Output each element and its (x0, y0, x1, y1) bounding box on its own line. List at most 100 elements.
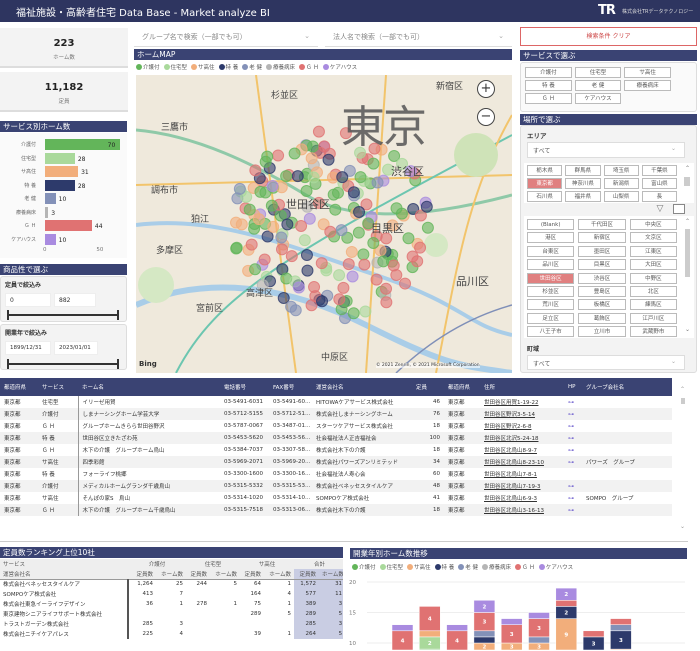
prefecture-button[interactable]: 長 (641, 191, 677, 202)
home-marker[interactable] (346, 270, 359, 283)
ward-button[interactable]: 杉並区 (527, 285, 575, 297)
ward-button[interactable]: 新宿区 (578, 232, 626, 244)
home-marker[interactable] (307, 171, 320, 184)
home-marker[interactable] (300, 249, 313, 262)
home-marker[interactable] (399, 277, 412, 290)
sub-header[interactable]: ホーム数 (161, 571, 184, 578)
legend-item[interactable]: サ高住 (191, 63, 215, 71)
table-row[interactable]: 東京都 介護付 メディカルホームグランダ千歳烏山 03-5315-5332 03-531… (0, 480, 672, 492)
legend-item[interactable]: 特 養 (218, 63, 238, 71)
ward-button[interactable]: 江戸川区 (629, 312, 677, 324)
stacked-bar-segment[interactable] (528, 636, 550, 644)
ward-button[interactable]: 中野区 (629, 272, 677, 284)
home-marker[interactable] (388, 149, 401, 162)
home-marker[interactable] (265, 199, 278, 212)
ward-button[interactable]: 立川市 (578, 326, 626, 338)
home-marker[interactable] (266, 179, 279, 192)
link-icon[interactable]: ⊶ (568, 494, 574, 502)
legend-item[interactable]: Ｇ Ｈ (515, 563, 535, 571)
legend-item[interactable]: Ｇ Ｈ (299, 63, 319, 71)
column-header[interactable]: 電話番号 (220, 378, 269, 396)
home-marker[interactable] (414, 209, 427, 222)
stacked-bar-segment[interactable] (500, 618, 523, 625)
home-marker[interactable] (285, 300, 298, 313)
legend-item[interactable]: 療養病床 (482, 563, 511, 571)
link-icon[interactable]: ⊶ (568, 434, 574, 442)
ranking-row[interactable]: 東京建物シニアライフサポート株式会社 289 5 289 5 (0, 609, 343, 619)
column-header[interactable]: グループ会社名 (582, 378, 672, 396)
home-marker[interactable] (233, 182, 246, 195)
home-marker[interactable] (285, 250, 298, 263)
legend-item[interactable]: 特 養 (434, 563, 454, 571)
legend-item[interactable]: 介護付 (352, 563, 376, 571)
service-filter-button[interactable]: Ｇ Ｈ (525, 93, 572, 104)
home-marker[interactable] (252, 213, 265, 226)
service-bar[interactable] (45, 206, 49, 218)
home-marker[interactable] (295, 219, 308, 232)
legend-item[interactable]: 介護付 (136, 63, 160, 71)
service-bar[interactable] (45, 220, 92, 231)
prefecture-scrollbar[interactable] (684, 177, 690, 186)
home-marker[interactable] (277, 291, 290, 304)
home-marker[interactable] (316, 295, 329, 308)
service-bar[interactable] (45, 139, 120, 150)
legend-item[interactable]: ケアハウス (538, 563, 573, 571)
home-marker[interactable] (360, 198, 373, 211)
filter-icon[interactable]: ▽ (656, 204, 664, 214)
home-marker[interactable] (298, 234, 311, 247)
home-marker[interactable] (345, 245, 358, 258)
home-marker[interactable] (352, 226, 365, 239)
ranking-row[interactable]: 株式会社ベネッセスタイルケア 1,264 25 244 5 64 1 1,572 31 (0, 578, 343, 589)
ranking-row[interactable]: SOMPOケア株式会社 413 7 164 4 577 11 (0, 589, 343, 599)
stacked-bar-segment[interactable] (391, 624, 414, 632)
home-marker[interactable] (396, 157, 409, 170)
ward-button[interactable]: 港区 (527, 232, 575, 244)
home-marker[interactable] (245, 238, 258, 251)
sub-header[interactable]: ホーム数 (269, 571, 292, 578)
home-marker[interactable] (249, 164, 262, 177)
link-icon[interactable]: ⊶ (568, 506, 574, 514)
home-marker[interactable] (275, 243, 288, 256)
scroll-up-icon[interactable]: ⌃ (685, 218, 691, 225)
table-row[interactable]: 東京都特 養世田谷区立きたざわ苑 03-5453-5620 03-5453-56… 社… (0, 432, 672, 444)
ward-button[interactable]: 板橋区 (578, 299, 626, 311)
home-marker[interactable] (261, 230, 274, 243)
service-bar[interactable] (45, 233, 56, 245)
stacked-bar-segment[interactable] (419, 606, 441, 632)
prefecture-button[interactable]: 山梨県 (603, 191, 639, 202)
home-marker[interactable] (267, 220, 280, 233)
home-marker[interactable] (339, 127, 352, 140)
stacked-bar-segment[interactable] (582, 630, 605, 638)
home-marker[interactable] (406, 250, 419, 263)
legend-item[interactable]: サ高住 (407, 563, 431, 571)
area-dropdown[interactable]: すべて ⌄ (527, 142, 685, 158)
home-marker[interactable] (256, 279, 269, 292)
home-marker[interactable] (380, 282, 393, 295)
home-marker[interactable] (390, 202, 403, 215)
home-marker[interactable] (354, 146, 367, 159)
home-marker[interactable] (342, 258, 355, 271)
home-map[interactable]: 東京 杉並区 新宿区 三鷹市 渋谷区 調布市 世田谷区 狛江 目黒区 多摩区 高津区 宮前区 中原区 品… (136, 75, 512, 373)
home-marker[interactable] (357, 248, 370, 261)
home-marker[interactable] (335, 224, 348, 237)
legend-item[interactable]: 療養病床 (266, 63, 295, 71)
ward-button[interactable]: 品川区 (527, 259, 575, 271)
table-scrollbar[interactable] (681, 398, 685, 404)
stacked-bar-segment[interactable] (610, 624, 632, 632)
link-icon[interactable]: ⊶ (568, 482, 574, 490)
home-marker[interactable] (404, 165, 417, 178)
home-marker[interactable] (359, 305, 372, 318)
legend-item[interactable]: 老 健 (242, 63, 262, 71)
table-row[interactable]: 東京都 サ高住 四季彩館 03-5969-2071 03-5969-20… 株式会社パワー… (0, 456, 672, 468)
stacked-bar-segment[interactable] (528, 612, 550, 619)
sub-header[interactable]: ホーム数 (319, 569, 343, 579)
home-marker[interactable] (386, 219, 399, 232)
home-marker[interactable] (353, 205, 366, 218)
home-marker[interactable] (327, 188, 340, 201)
table-row[interactable]: 東京都 住宅型 イリーゼ用賀 03-5491-6031 03-5491-60… HITOW… (0, 396, 672, 408)
column-header[interactable]: 都道府県 (0, 378, 38, 396)
capacity-max-input[interactable]: 882 (54, 293, 96, 307)
home-marker[interactable] (230, 241, 243, 254)
service-bar[interactable] (45, 152, 75, 164)
home-marker[interactable] (280, 170, 293, 183)
